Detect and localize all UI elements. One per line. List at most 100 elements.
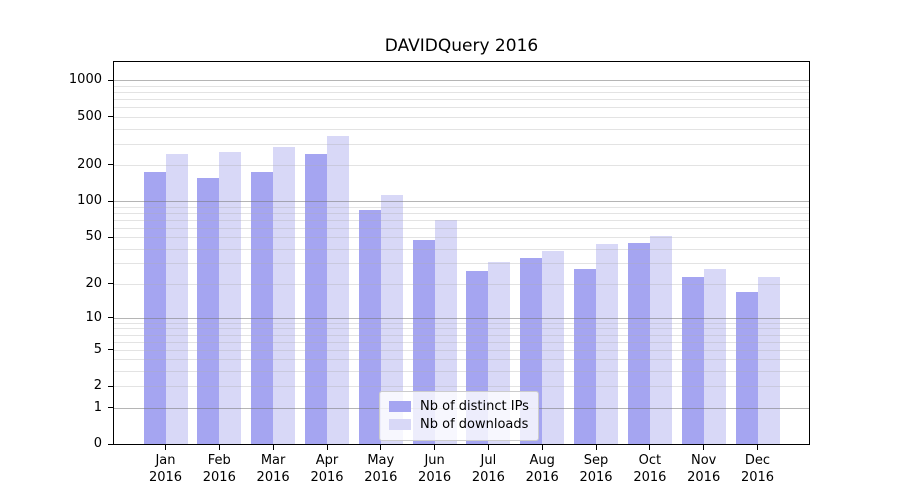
- gridline-minor-3: [114, 371, 809, 372]
- gridline-minor-4: [114, 359, 809, 361]
- gridline-minor-9: [114, 322, 809, 324]
- gridline-minor-90: [114, 206, 809, 208]
- gridline-minor-700: [114, 99, 809, 101]
- y-tick-500: [108, 116, 113, 118]
- bar-nov-downloads: [703, 268, 726, 444]
- x-tick-jul: [487, 445, 489, 450]
- gridline-minor-800: [114, 92, 809, 94]
- y-tick-2: [108, 385, 113, 387]
- y-tick-1: [108, 407, 113, 408]
- bar-apr-distinct-ips: [305, 154, 327, 444]
- legend-swatch-distinct-ips-icon: [389, 401, 411, 412]
- gridline-minor-50: [114, 237, 809, 239]
- y-tick-200: [108, 164, 113, 166]
- bar-oct-distinct-ips: [627, 242, 650, 444]
- y-tick-1000: [108, 79, 113, 81]
- x-tick-nov: [703, 445, 705, 450]
- legend-swatch-downloads-icon: [389, 419, 411, 430]
- gridline-minor-70: [114, 219, 809, 221]
- gridline-major-1000: [114, 80, 809, 82]
- y-tick-label-100: 100: [77, 193, 102, 209]
- y-tick-label-20: 20: [85, 275, 102, 291]
- y-tick-label-0: 0: [93, 436, 102, 451]
- bar-mar-downloads: [273, 147, 296, 444]
- bar-may-downloads: [380, 195, 403, 444]
- y-tick-label-500: 500: [77, 108, 102, 124]
- y-tick-label-200: 200: [77, 156, 102, 172]
- x-tick-oct: [649, 445, 651, 450]
- bar-apr-downloads: [327, 136, 349, 444]
- gridline-minor-6: [114, 341, 809, 343]
- bar-mar-distinct-ips: [251, 171, 274, 444]
- y-tick-label-10: 10: [85, 309, 102, 325]
- x-tick-sep: [595, 445, 597, 450]
- y-tick-20: [108, 283, 113, 285]
- legend-label-distinct-ips: Nb of distinct IPs: [420, 399, 529, 414]
- bar-oct-downloads: [649, 236, 672, 444]
- x-tick-may: [380, 445, 382, 450]
- y-tick-label-5: 5: [93, 341, 102, 357]
- gridline-minor-5: [114, 349, 809, 351]
- x-tick-label-aug: Aug 2016: [525, 453, 559, 485]
- x-tick-label-jul: Jul 2016: [471, 453, 505, 485]
- legend-item-downloads: Nb of downloads: [389, 416, 529, 433]
- bar-sep-distinct-ips: [574, 268, 596, 444]
- gridline-minor-30: [114, 263, 809, 265]
- chart-title: DAVIDQuery 2016: [384, 36, 539, 56]
- x-tick-label-sep: Sep 2016: [579, 453, 613, 485]
- gridline-minor-900: [114, 86, 809, 87]
- x-tick-label-oct: Oct 2016: [633, 453, 667, 485]
- gridline-minor-2: [114, 386, 809, 388]
- gridline-minor-60: [114, 227, 809, 229]
- gridline-major-100: [114, 201, 809, 203]
- y-tick-label-2: 2: [93, 378, 102, 394]
- bar-jan-distinct-ips: [143, 171, 166, 444]
- gridline-minor-400: [114, 128, 809, 130]
- gridline-minor-40: [114, 248, 809, 250]
- y-tick-label-50: 50: [85, 229, 102, 245]
- bar-jan-downloads: [165, 154, 188, 444]
- bar-aug-downloads: [542, 251, 565, 444]
- gridline-minor-80: [114, 212, 809, 214]
- gridline-minor-200: [114, 164, 809, 166]
- x-tick-dec: [757, 445, 758, 450]
- x-tick-feb: [218, 445, 220, 450]
- legend-item-distinct-ips: Nb of distinct IPs: [389, 398, 529, 415]
- bar-feb-downloads: [219, 151, 242, 444]
- bar-sep-downloads: [596, 243, 618, 444]
- y-tick-label-1: 1: [93, 399, 102, 415]
- gridline-minor-600: [114, 107, 809, 109]
- gridline-minor-500: [114, 116, 809, 118]
- x-tick-mar: [272, 445, 274, 450]
- gridline-minor-7: [114, 334, 809, 336]
- x-tick-label-dec: Dec 2016: [740, 453, 775, 485]
- x-tick-label-jun: Jun 2016: [418, 453, 452, 485]
- gridline-minor-20: [114, 283, 809, 285]
- bar-dec-distinct-ips: [735, 291, 758, 444]
- gridline-minor-8: [114, 328, 809, 330]
- x-tick-label-mar: Mar 2016: [256, 453, 290, 485]
- x-tick-label-feb: Feb 2016: [202, 453, 236, 485]
- x-tick-label-nov: Nov 2016: [687, 453, 721, 485]
- x-tick-jan: [165, 445, 166, 450]
- y-tick-5: [108, 349, 113, 351]
- x-tick-aug: [541, 445, 543, 450]
- y-tick-50: [108, 236, 113, 238]
- gridline-major-10: [114, 317, 809, 319]
- grid-layer: [114, 62, 809, 444]
- y-tick-label-1000: 1000: [68, 72, 102, 88]
- x-tick-label-apr: Apr 2016: [310, 453, 344, 485]
- bar-may-distinct-ips: [358, 209, 381, 444]
- plot-area: Nb of distinct IPs Nb of downloads: [113, 61, 810, 445]
- gridline-minor-300: [114, 143, 809, 145]
- x-tick-label-may: May 2016: [364, 453, 398, 485]
- y-tick-0: [108, 443, 113, 445]
- x-tick-jun: [434, 445, 436, 450]
- legend-label-downloads: Nb of downloads: [420, 417, 529, 432]
- x-tick-label-jan: Jan 2016: [148, 453, 183, 485]
- x-tick-apr: [326, 445, 328, 450]
- y-tick-10: [108, 317, 113, 319]
- bar-feb-distinct-ips: [197, 178, 220, 444]
- y-tick-100: [108, 200, 113, 202]
